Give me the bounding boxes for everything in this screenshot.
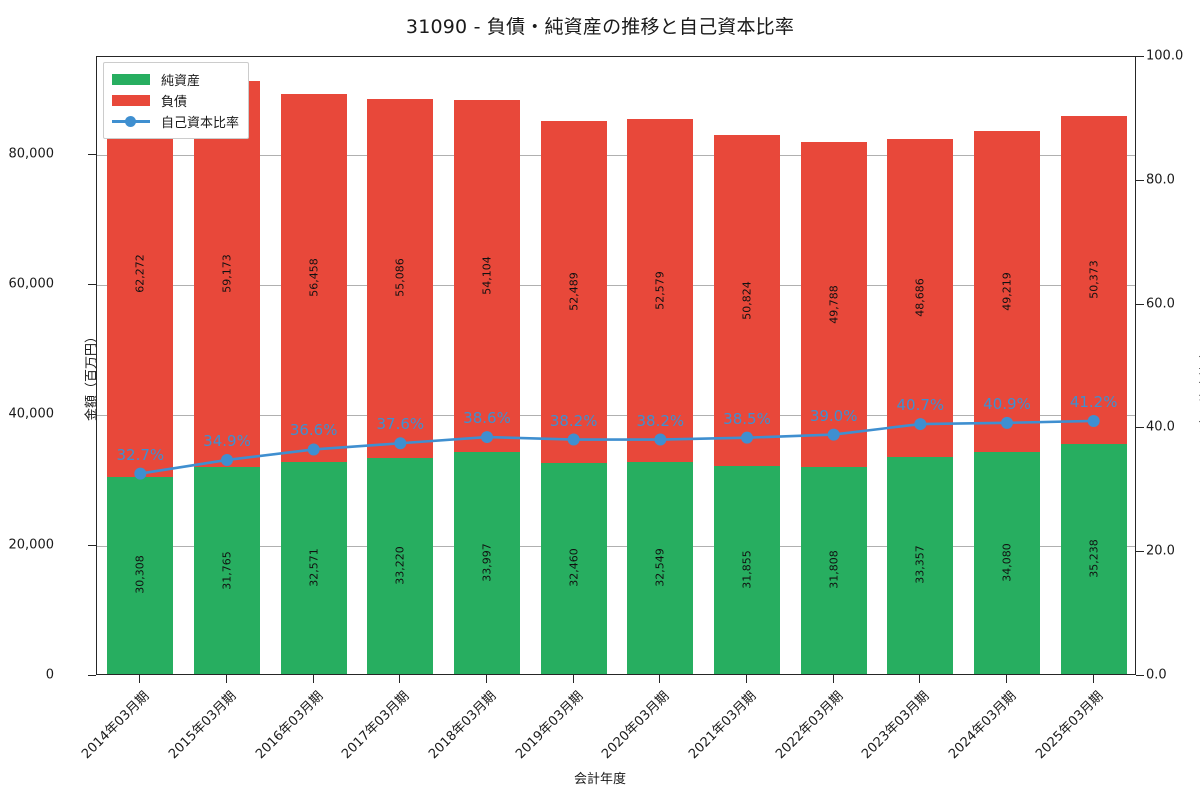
- ratio-value-label: 40.9%: [983, 397, 1031, 412]
- y-tick-mark-right: [1136, 551, 1144, 552]
- ratio-value-label: 37.6%: [377, 417, 425, 432]
- y-tick-mark-left: [88, 675, 96, 676]
- chart-title: 31090 - 負債・純資産の推移と自己資本比率: [0, 12, 1200, 39]
- y-tick-mark-left: [88, 154, 96, 155]
- legend-item: 負債: [112, 90, 239, 111]
- ratio-value-label: 38.5%: [723, 412, 771, 427]
- legend-dot-icon: [125, 116, 136, 127]
- ratio-value-label: 41.2%: [1070, 395, 1118, 410]
- y-tick-label-left: 60,000: [0, 277, 54, 292]
- chart-legend: 純資産負債自己資本比率: [103, 62, 249, 139]
- y-tick-mark-left: [88, 414, 96, 415]
- x-tick-mark: [919, 675, 920, 683]
- x-tick-mark: [399, 675, 400, 683]
- x-tick-mark: [833, 675, 834, 683]
- y-tick-mark-right: [1136, 675, 1144, 676]
- y-tick-label-left: 20,000: [0, 537, 54, 552]
- x-tick-mark: [746, 675, 747, 683]
- y-tick-mark-left: [88, 284, 96, 285]
- ratio-value-label: 38.6%: [463, 411, 511, 426]
- legend-label: 負債: [161, 91, 187, 110]
- ratio-value-label: 40.7%: [897, 398, 945, 413]
- y-tick-label-right: 100.0: [1146, 49, 1200, 64]
- y-tick-mark-right: [1136, 180, 1144, 181]
- legend-item: 純資産: [112, 69, 239, 90]
- y-tick-label-right: 0.0: [1146, 668, 1200, 683]
- y-tick-label-left: 80,000: [0, 146, 54, 161]
- x-tick-mark: [313, 675, 314, 683]
- legend-line-marker-icon: [112, 116, 150, 127]
- y-tick-label-right: 40.0: [1146, 420, 1200, 435]
- ratio-value-label: 34.9%: [203, 434, 251, 449]
- ratio-value-label: 36.6%: [290, 423, 338, 438]
- x-tick-mark: [659, 675, 660, 683]
- y-tick-label-right: 80.0: [1146, 172, 1200, 187]
- y-tick-label-right: 20.0: [1146, 544, 1200, 559]
- ratio-labels-layer: 32.7% 34.9% 36.6% 37.6% 38.6% 38.2% 38.2% 38.5%…: [97, 57, 1135, 674]
- x-tick-mark: [573, 675, 574, 683]
- legend-swatch-icon: [112, 74, 150, 85]
- y-tick-label-right: 60.0: [1146, 296, 1200, 311]
- legend-label: 純資産: [161, 70, 200, 89]
- x-tick-mark: [1093, 675, 1094, 683]
- y-tick-label-left: 0: [0, 668, 54, 683]
- legend-swatch-icon: [112, 95, 150, 106]
- ratio-value-label: 38.2%: [550, 414, 598, 429]
- x-tick-mark: [1006, 675, 1007, 683]
- x-tick-mark: [486, 675, 487, 683]
- ratio-value-label: 38.2%: [637, 414, 685, 429]
- legend-item: 自己資本比率: [112, 111, 239, 132]
- x-tick-mark: [226, 675, 227, 683]
- ratio-value-label: 32.7%: [117, 448, 165, 463]
- legend-label: 自己資本比率: [161, 112, 239, 131]
- x-tick-mark: [139, 675, 140, 683]
- y-tick-label-left: 40,000: [0, 407, 54, 422]
- y-tick-mark-right: [1136, 56, 1144, 57]
- y-tick-mark-right: [1136, 304, 1144, 305]
- ratio-value-label: 39.0%: [810, 409, 858, 424]
- y-tick-mark-left: [88, 545, 96, 546]
- y-tick-mark-right: [1136, 427, 1144, 428]
